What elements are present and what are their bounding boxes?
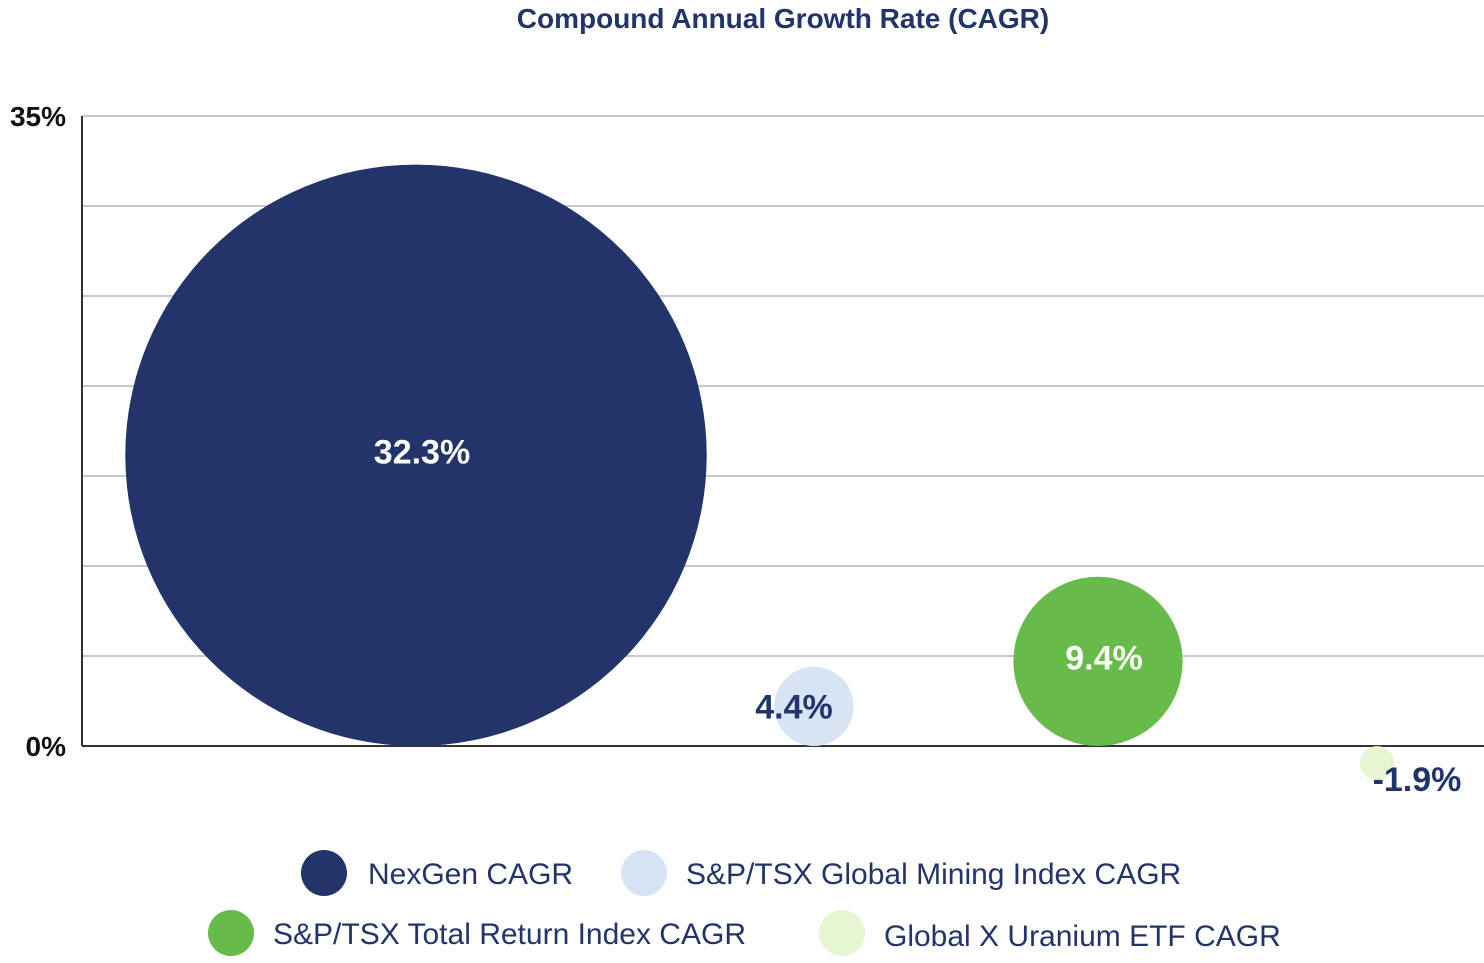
bubble (774, 666, 854, 747)
data-label: 4.4% (755, 688, 833, 726)
legend-swatch (621, 850, 667, 896)
legend-label: Global X Uranium ETF CAGR (884, 920, 1281, 953)
y-tick-label-zero: 0% (26, 731, 67, 762)
bubble (125, 164, 707, 746)
data-label: -1.9% (1373, 761, 1462, 799)
data-label: 9.4% (1065, 639, 1143, 677)
bubble (1359, 746, 1395, 781)
legend-label: S&P/TSX Total Return Index CAGR (273, 918, 746, 951)
legend: NexGen CAGR S&P/TSX Global Mining Index C… (208, 850, 1281, 956)
chart-title: Compound Annual Growth Rate (CAGR) (517, 3, 1049, 34)
legend-swatch (208, 910, 254, 956)
legend-label: S&P/TSX Global Mining Index CAGR (686, 858, 1181, 891)
y-tick-label-top: 35% (10, 101, 66, 132)
legend-swatch (301, 850, 347, 896)
bubble (1013, 576, 1183, 747)
bubbles: 32.3% 4.4% 9.4% -1.9% (125, 164, 1462, 799)
legend-label: NexGen CAGR (368, 858, 573, 891)
data-label: 32.3% (374, 433, 470, 471)
legend-swatch (819, 910, 865, 956)
